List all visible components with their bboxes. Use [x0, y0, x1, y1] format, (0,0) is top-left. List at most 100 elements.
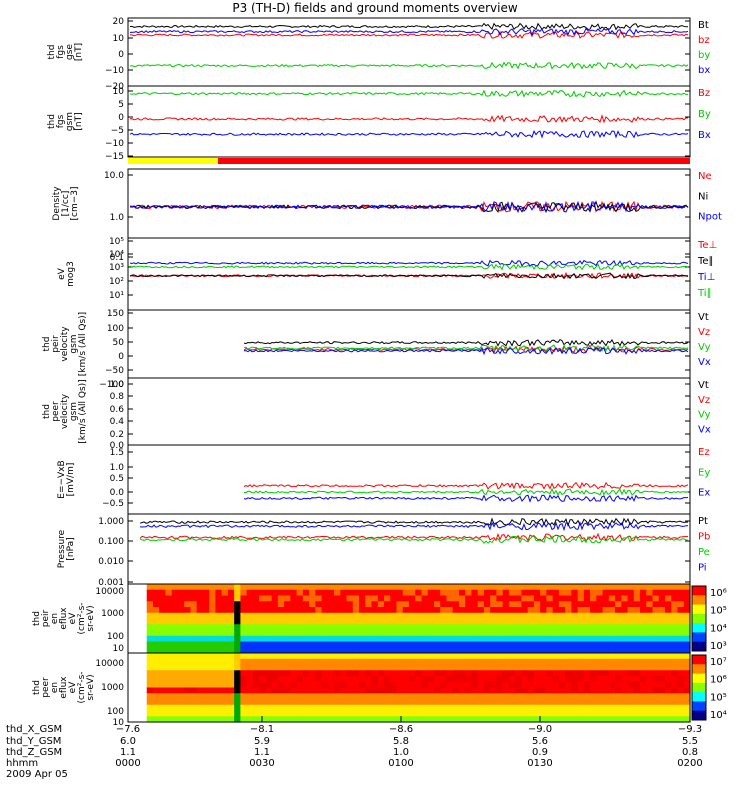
spectrogram-cell [134, 635, 142, 643]
spectrogram-cell [565, 681, 572, 689]
spectrogram-cell [683, 676, 691, 683]
spectrogram-cell [452, 612, 460, 620]
spectrogram-cell [658, 693, 666, 700]
spectrogram-cell [446, 641, 454, 648]
spectrogram-cell [608, 710, 616, 717]
spectrogram-cell [515, 589, 522, 597]
spectrogram-cell [334, 710, 341, 717]
spectrogram-cell [177, 664, 185, 671]
spectrogram-cell [533, 635, 541, 643]
spectrogram-cell [527, 716, 535, 723]
spectrogram-cell [665, 699, 672, 706]
panel-ylabel-pressure: [nPa] [66, 537, 76, 560]
spectrogram-cell [209, 612, 217, 620]
spectrogram-cell [184, 635, 192, 643]
spectrogram-cell [159, 658, 167, 666]
spectrogram-cell [415, 607, 423, 614]
ytick-label: 50 [113, 338, 125, 348]
spectrogram-cell [252, 624, 260, 631]
spectrogram-cell [433, 681, 441, 689]
spectrogram-cell [565, 595, 572, 602]
spectrogram-cell [540, 658, 547, 666]
spectrogram-cell [683, 710, 691, 717]
spectrogram-cell [396, 658, 404, 666]
spectrogram-cell [596, 681, 604, 689]
spectrogram-cell [209, 618, 217, 625]
spectrogram-cell [671, 601, 679, 608]
spectrogram-cell [496, 670, 504, 677]
panel-ylabel-peer-velocity: [km/s (All Qs)] [78, 379, 88, 443]
spectrogram-cell [296, 693, 304, 700]
legend-Pb: Pb [698, 532, 710, 543]
spectrogram-cell [483, 653, 491, 660]
spectrogram-cell [396, 647, 404, 654]
spectrogram-cell [658, 584, 666, 591]
spectrogram-cell [184, 693, 192, 700]
spectrogram-cell [546, 635, 554, 643]
spectrogram-cell [421, 658, 429, 666]
spectrogram-cell [390, 716, 398, 723]
spectrogram-cell [615, 635, 622, 643]
spectrogram-cell [471, 653, 479, 660]
spectrogram-cell [359, 589, 366, 597]
spectrogram-cell [134, 589, 142, 597]
spectrogram-cell [271, 699, 279, 706]
spectrogram-cell [533, 595, 541, 602]
spectrogram-cell [215, 595, 223, 602]
panel-ylabel-peir-spec: eflux [59, 607, 69, 630]
spectrogram-cell [384, 630, 391, 637]
spectrogram-cell [433, 630, 441, 637]
spectrogram-cell [640, 676, 647, 683]
spectrogram-cell [259, 658, 266, 666]
spectrogram-cell [128, 658, 135, 666]
spectrogram-cell [440, 653, 448, 660]
spectrogram-cell [352, 681, 360, 689]
spectrogram-cell [646, 676, 654, 683]
spectrogram-cell [252, 676, 260, 683]
spectrogram-cell [546, 670, 554, 677]
spectrogram-cell [483, 612, 491, 620]
spectrogram-cell [583, 635, 591, 643]
spectrogram-cell [540, 670, 547, 677]
spectrogram-cell [483, 589, 491, 597]
spectrogram-cell [234, 612, 241, 620]
spectrogram-cell [259, 716, 266, 723]
spectrogram-cell [665, 618, 672, 625]
spectrogram-cell [409, 704, 416, 712]
spectrogram-cell [552, 653, 560, 660]
spectrogram-cell [396, 630, 404, 637]
spectrogram-cell [177, 704, 185, 712]
spectrogram-cell [252, 601, 260, 608]
spectrogram-cell [128, 584, 135, 591]
colorbar-segment [692, 710, 706, 721]
spectrogram-cell [321, 693, 329, 700]
spectrogram-cell [608, 635, 616, 643]
spectrogram-cell [202, 635, 210, 643]
spectrogram-cell [134, 641, 142, 648]
spectrogram-cell [602, 601, 610, 608]
spectrogram-cell [427, 584, 435, 591]
spectrogram-cell [128, 647, 135, 654]
spectrogram-cell [577, 716, 585, 723]
spectrogram-cell [558, 653, 566, 660]
spectrogram-cell [377, 635, 385, 643]
spectrogram-cell [177, 716, 185, 723]
panel-ylabel-peer-spec: en [50, 682, 60, 693]
spectrogram-cell [377, 658, 385, 666]
spectrogram-cell [590, 624, 597, 631]
spectrogram-cell [440, 716, 448, 723]
spectrogram-cell [146, 595, 154, 602]
spectrogram-cell [665, 681, 672, 689]
spectrogram-cell [128, 601, 135, 608]
ytick-label: 10000 [95, 659, 124, 669]
spectrogram-cell [346, 670, 354, 677]
spectrogram-cell [465, 612, 473, 620]
spectrogram-cell [533, 647, 541, 654]
spectrogram-cell [227, 647, 235, 654]
spectrogram-cell [177, 653, 185, 660]
spectrogram-cell [452, 618, 460, 625]
spectrogram-cell [296, 630, 304, 637]
spectrogram-cell [615, 607, 622, 614]
spectrogram-cell [415, 630, 423, 637]
spectrogram-cell [533, 607, 541, 614]
